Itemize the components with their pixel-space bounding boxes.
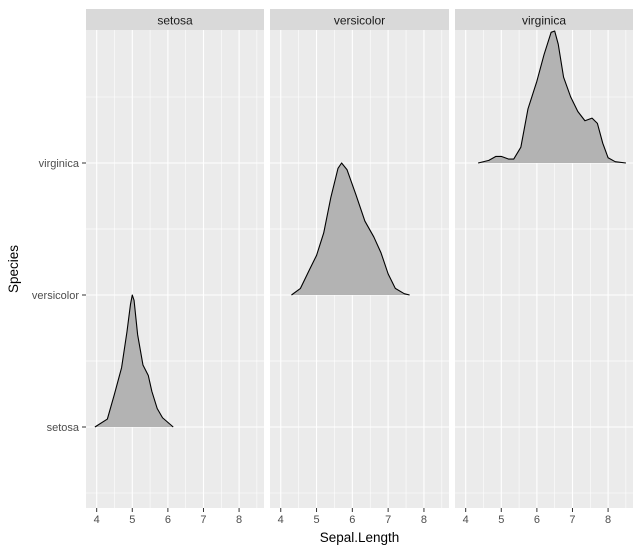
x-tick-label: 6 [534, 514, 540, 526]
facet-strip-virginica [455, 9, 633, 30]
x-axis-title: Sepal.Length [320, 530, 400, 545]
x-tick-label: 8 [236, 514, 242, 526]
y-axis-title: Species [6, 245, 21, 293]
x-tick-label: 8 [605, 514, 611, 526]
x-tick-label: 5 [129, 514, 135, 526]
density-fill-virginica [478, 31, 626, 163]
x-tick-label: 7 [569, 514, 575, 526]
y-tick-label-setosa: setosa [47, 422, 80, 434]
facet-strip-label-virginica: virginica [522, 14, 566, 28]
x-tick-label: 5 [313, 514, 319, 526]
watermark-text: https://blog.csdn.net/qq_42374697 [433, 526, 633, 541]
facet-strip-setosa [86, 9, 264, 30]
facet-strip-label-versicolor: versicolor [334, 14, 385, 28]
facet-strip-label-setosa: setosa [157, 14, 193, 28]
panel-background-setosa [86, 30, 264, 508]
density-curve-versicolor [291, 162, 410, 296]
x-tick-label: 8 [421, 514, 427, 526]
density-curve-setosa [94, 294, 174, 428]
x-tick-label: 4 [278, 514, 284, 526]
x-tick-label: 7 [385, 514, 391, 526]
density-fill-versicolor [291, 163, 410, 295]
x-tick-label: 4 [94, 514, 100, 526]
density-curve-virginica [478, 30, 626, 164]
x-tick-label: 5 [498, 514, 504, 526]
y-tick-label-versicolor: versicolor [32, 290, 79, 302]
x-tick-label: 4 [463, 514, 469, 526]
x-tick-label: 7 [200, 514, 206, 526]
y-tick-label-virginica: virginica [39, 158, 80, 170]
facet-strip-versicolor [270, 9, 449, 30]
x-tick-label: 6 [165, 514, 171, 526]
x-tick-label: 6 [349, 514, 355, 526]
